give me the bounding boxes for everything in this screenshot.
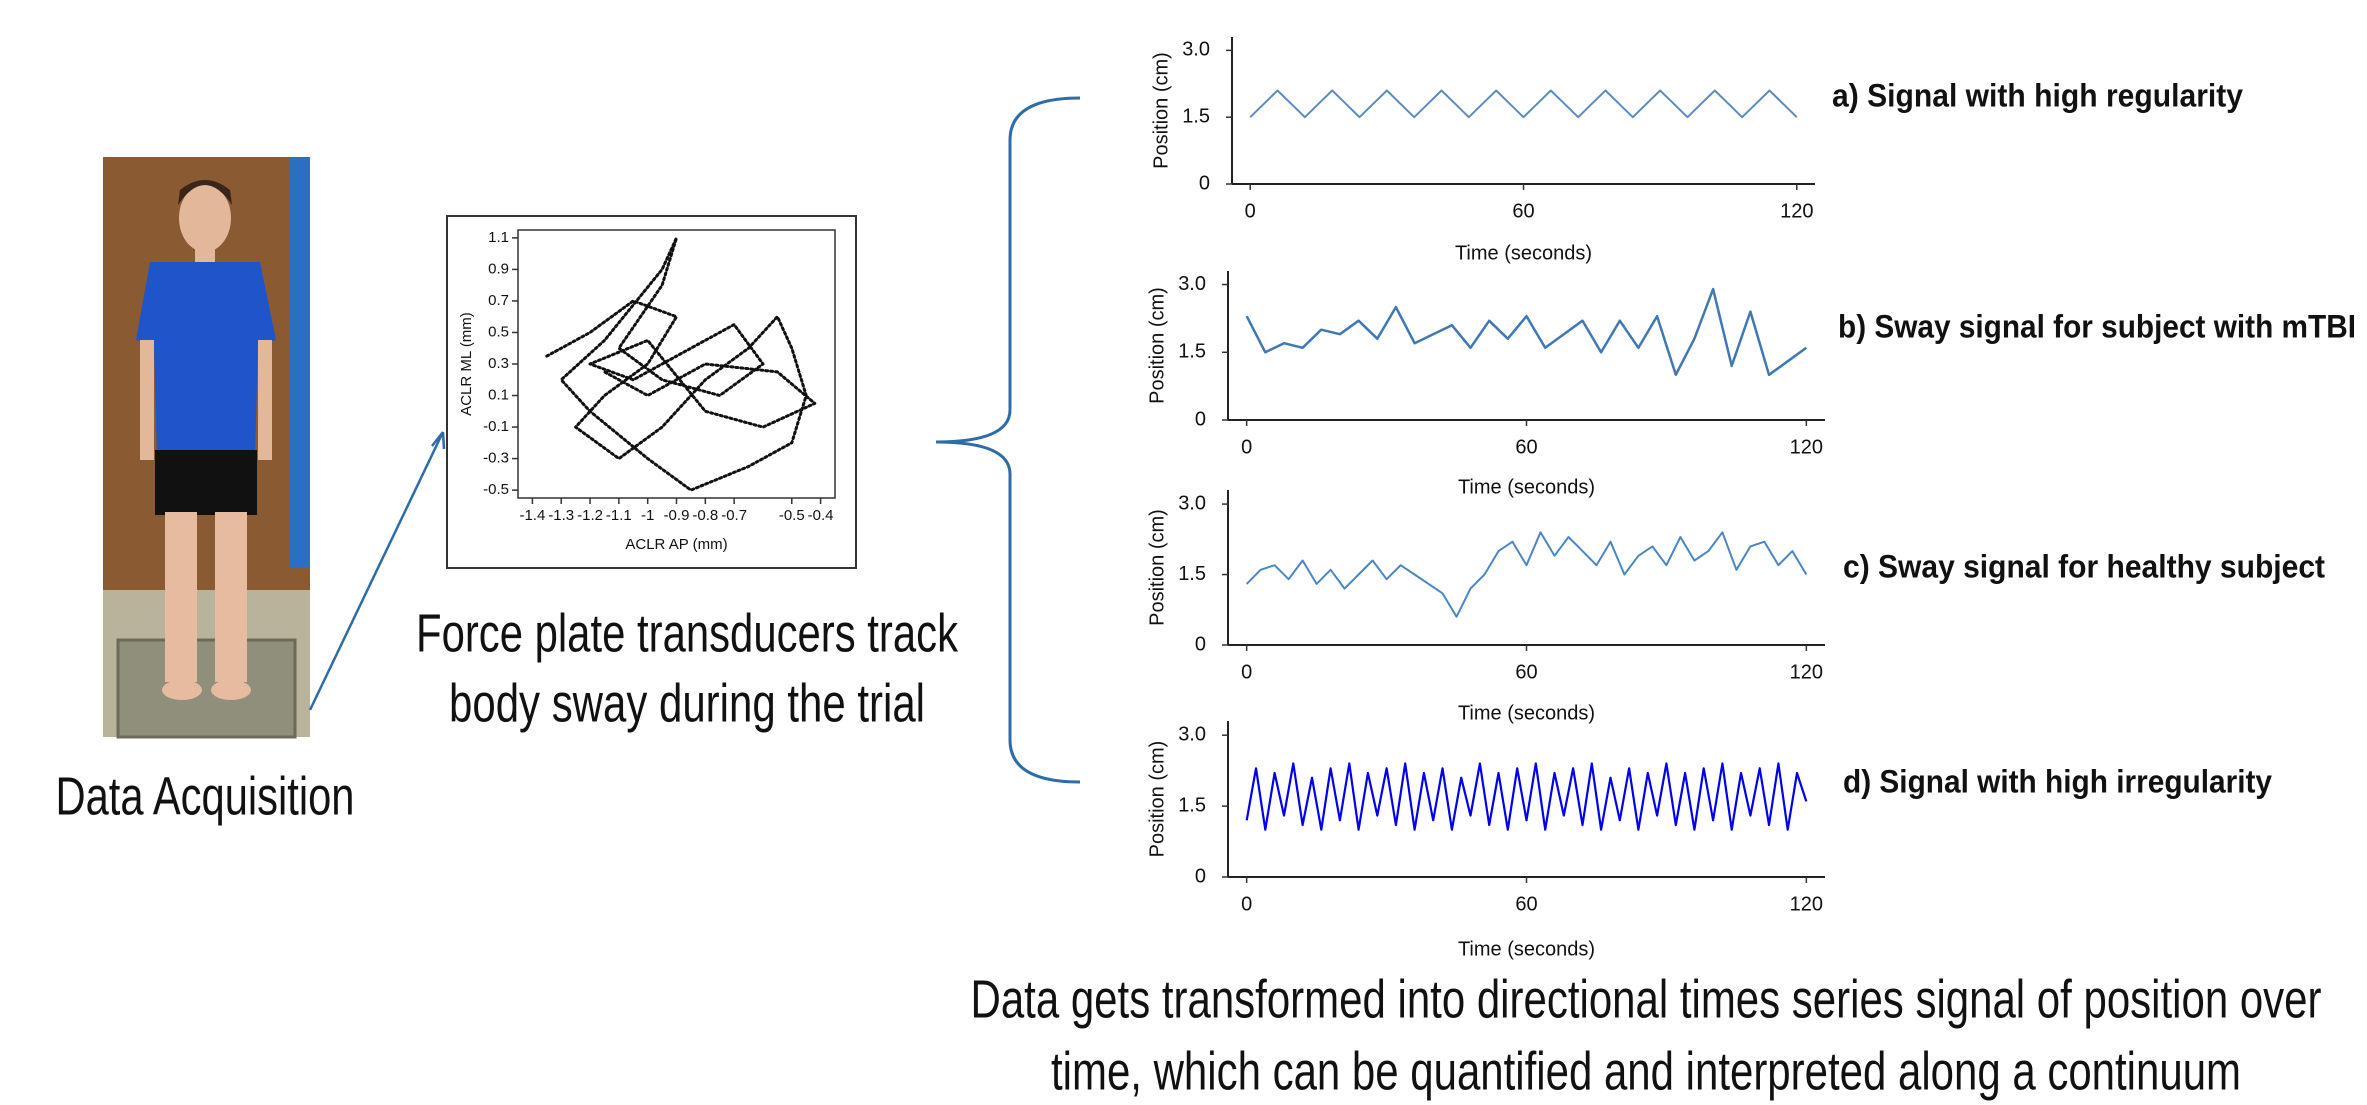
x-tick-label: 0 (1241, 436, 1252, 458)
x-tick-label: 120 (1790, 661, 1823, 683)
x-tick-label: 120 (1790, 893, 1823, 915)
x-axis-label: Time (seconds) (1455, 242, 1592, 264)
y-tick-label: -0.5 (483, 481, 509, 498)
x-tick-label: 0 (1241, 893, 1252, 915)
y-tick-label: 0.1 (488, 386, 509, 403)
series-line (1245, 287, 1808, 377)
x-tick-label: -1 (641, 507, 654, 524)
x-axis-label: ACLR AP (mm) (625, 536, 727, 553)
caption-line: Force plate transducers track (416, 603, 959, 663)
caption-line: body sway during the trial (449, 673, 925, 733)
scatter-frame (446, 215, 857, 569)
y-tick-label: 1.5 (1178, 563, 1206, 585)
x-tick-label: -0.7 (721, 507, 747, 524)
y-axis-label: ACLR ML (mm) (458, 312, 475, 416)
series-line (1245, 531, 1808, 618)
x-tick-label: -0.4 (808, 507, 834, 524)
x-tick-label: 0 (1245, 200, 1256, 222)
chart-title: c) Sway signal for healthy subject (1843, 548, 2325, 584)
arrow (308, 431, 445, 711)
y-tick-label: 0.5 (488, 323, 509, 340)
arrow-head (431, 431, 446, 450)
y-tick-label: 0 (1195, 865, 1206, 887)
y-tick-label: 0 (1199, 172, 1210, 194)
x-tick-label: 60 (1515, 661, 1537, 683)
y-tick-label: 0 (1195, 633, 1206, 655)
y-tick-label: 3.0 (1178, 492, 1206, 514)
x-tick-label: -1.2 (577, 507, 603, 524)
acquisition-label: Data Acquisition (56, 766, 355, 826)
y-tick-label: 0 (1195, 408, 1206, 430)
y-tick-label: 0.7 (488, 292, 509, 309)
series-line (1245, 762, 1808, 831)
y-tick-label: 3.0 (1178, 273, 1206, 295)
x-tick-label: -1.1 (606, 507, 632, 524)
y-axis-label: Position (cm) (1146, 741, 1168, 858)
series-line (545, 236, 817, 492)
x-tick-label: -1.3 (548, 507, 574, 524)
y-tick-label: 0.9 (488, 260, 509, 277)
y-tick-label: 0.3 (488, 355, 509, 372)
chart-title: a) Signal with high regularity (1832, 77, 2243, 113)
chart-title: b) Sway signal for subject with mTBI (1838, 308, 2356, 344)
x-tick-label: 120 (1790, 436, 1823, 458)
y-axis-label: Position (cm) (1150, 52, 1172, 169)
y-axis-label: Position (cm) (1146, 509, 1168, 626)
series-line (1249, 89, 1798, 119)
y-axis-label: Position (cm) (1146, 287, 1168, 404)
y-tick-label: 1.5 (1178, 794, 1206, 816)
caption-line: time, which can be quantified and interp… (1051, 1041, 2241, 1101)
x-tick-label: -0.9 (664, 507, 690, 524)
y-tick-label: 1.1 (488, 229, 509, 246)
x-axis-label: Time (seconds) (1458, 476, 1595, 498)
x-axis-label: Time (seconds) (1458, 938, 1595, 960)
x-tick-label: 120 (1780, 200, 1813, 222)
y-tick-label: 1.5 (1178, 341, 1206, 363)
y-tick-label: -0.1 (483, 418, 509, 435)
x-tick-label: -1.4 (519, 507, 545, 524)
x-tick-label: 60 (1515, 436, 1537, 458)
caption-line: Data gets transformed into directional t… (971, 969, 2322, 1029)
x-tick-label: 60 (1512, 200, 1534, 222)
x-tick-label: -0.5 (779, 507, 805, 524)
photo (103, 157, 310, 739)
y-tick-label: 3.0 (1182, 39, 1210, 61)
x-axis-label: Time (seconds) (1458, 702, 1595, 724)
plot-frame (517, 229, 836, 499)
brace (935, 96, 1081, 784)
y-tick-label: 1.5 (1182, 105, 1210, 127)
chart-title: d) Signal with high irregularity (1843, 763, 2272, 799)
x-tick-label: -0.8 (692, 507, 718, 524)
y-tick-label: -0.3 (483, 450, 509, 467)
x-tick-label: 0 (1241, 661, 1252, 683)
x-tick-label: 60 (1515, 893, 1537, 915)
y-tick-label: 3.0 (1178, 723, 1206, 745)
